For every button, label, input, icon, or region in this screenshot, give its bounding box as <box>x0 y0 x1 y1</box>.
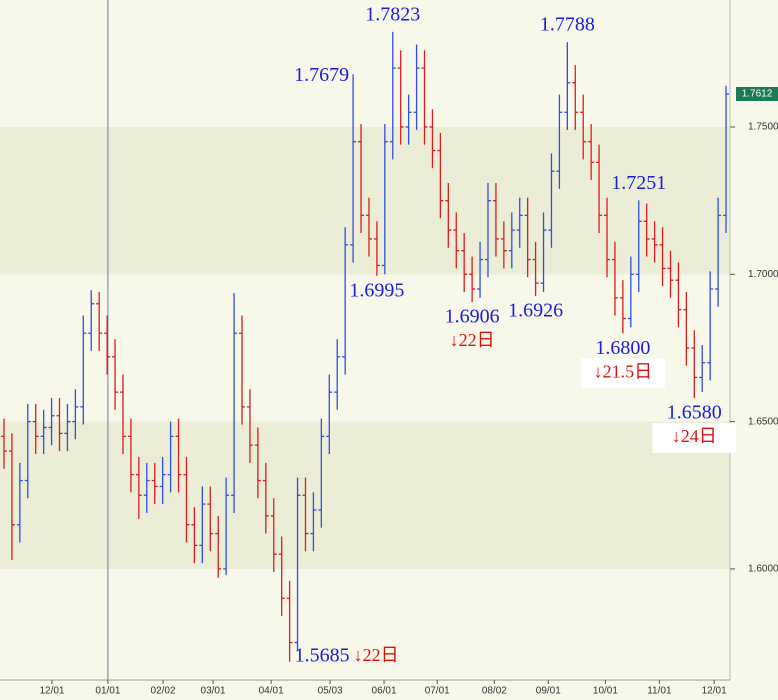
annotation-note: ↓21.5日 <box>594 361 653 381</box>
last-price-label: 1.7612 <box>742 89 773 100</box>
annotation-note: ↓22日 <box>354 645 399 665</box>
annotation-label: 1.6580 <box>667 402 722 424</box>
last-price-tag <box>736 86 778 101</box>
note-box <box>580 358 665 389</box>
annotation-label: 1.6926 <box>508 300 563 322</box>
x-tick-label: 02/02 <box>151 686 176 697</box>
annotation-note: ↓22日 <box>450 330 495 350</box>
x-tick-label: 03/01 <box>201 686 226 697</box>
annotation-label: 1.7788 <box>540 14 595 36</box>
x-tick-label: 04/01 <box>259 686 284 697</box>
annotation-note: ↓24日 <box>672 426 717 446</box>
x-tick-label: 11/01 <box>647 686 672 697</box>
y-tick-label: 1.6500 <box>748 416 778 427</box>
grid-band <box>0 126 730 275</box>
annotation-label: 1.6800 <box>595 337 650 359</box>
note-box <box>652 423 737 454</box>
x-tick-label: 01/01 <box>95 686 120 697</box>
annotation-label: 1.7251 <box>611 172 666 194</box>
x-tick-label: 06/01 <box>372 686 397 697</box>
x-tick-label: 12/01 <box>702 686 727 697</box>
annotation-label: 1.5685 <box>295 644 350 666</box>
x-tick-label: 07/01 <box>425 686 450 697</box>
x-tick-label: 12/01 <box>39 686 64 697</box>
y-tick-label: 1.6000 <box>748 564 778 575</box>
x-tick-label: 09/01 <box>536 686 561 697</box>
annotation-label: 1.6906 <box>445 306 500 328</box>
x-tick-label: 05/03 <box>318 686 343 697</box>
annotation-label: 1.6995 <box>349 279 404 301</box>
annotation-label: 1.7823 <box>365 3 420 25</box>
y-tick-label: 1.7000 <box>748 269 778 280</box>
y-tick-label: 1.7500 <box>748 122 778 133</box>
x-tick-label: 10/01 <box>593 686 618 697</box>
x-tick-label: 08/02 <box>482 686 507 697</box>
grid-band <box>0 421 730 569</box>
annotation-label: 1.7679 <box>294 64 349 86</box>
